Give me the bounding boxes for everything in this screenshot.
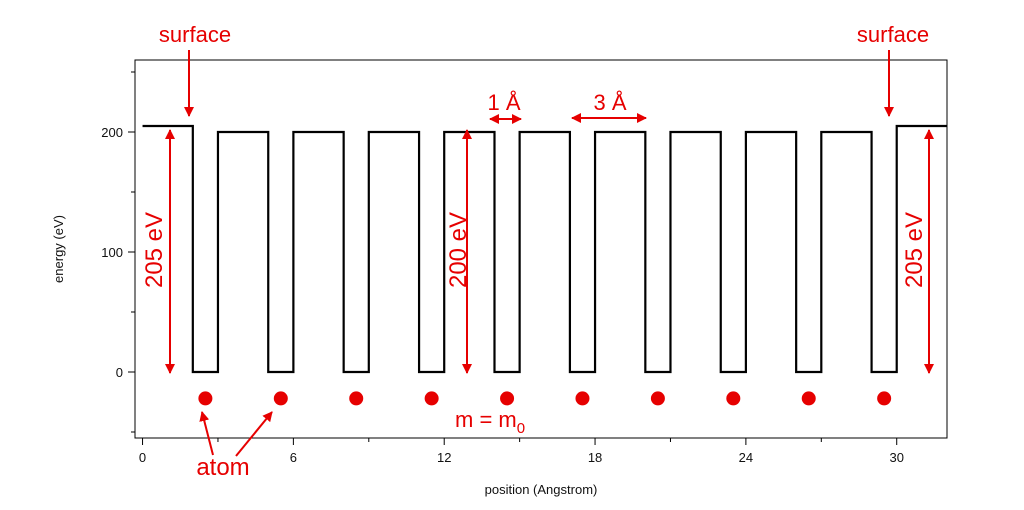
- plot-frame: [134, 59, 948, 439]
- atom-markers: [198, 391, 892, 406]
- left-barrier-label: 205 eV: [141, 212, 168, 288]
- three-angstrom-label: 3 Å: [593, 90, 626, 115]
- atom-marker: [650, 391, 665, 406]
- surface-label-right: surface: [857, 22, 929, 47]
- y-tick-label: 0: [116, 365, 123, 380]
- annotations: surface surface 1 Å 3 Å 205 eV 200 eV 20…: [141, 22, 934, 481]
- atom-marker: [349, 391, 364, 406]
- right-barrier-label: 205 eV: [901, 212, 928, 288]
- atom-marker: [801, 391, 816, 406]
- y-tick-label: 100: [101, 245, 123, 260]
- x-tick-label: 12: [437, 450, 451, 465]
- atom-marker: [877, 391, 892, 406]
- one-angstrom-label: 1 Å: [487, 90, 520, 115]
- x-axis-ticks: 0 6 12 18 24 30: [139, 438, 904, 465]
- x-tick-label: 6: [290, 450, 297, 465]
- atom-label: atom: [196, 454, 249, 481]
- y-axis-title: energy (eV): [51, 215, 66, 283]
- atom-marker: [726, 391, 741, 406]
- y-tick-label: 200: [101, 125, 123, 140]
- atom-marker: [198, 391, 213, 406]
- x-tick-label: 30: [889, 450, 903, 465]
- mass-label: m = m0: [455, 407, 525, 437]
- atom-arrow-2: [235, 411, 273, 457]
- surface-label-left: surface: [159, 22, 231, 47]
- x-tick-label: 0: [139, 450, 146, 465]
- mass-label-main: m = m: [455, 407, 517, 432]
- mass-label-subscript: 0: [517, 420, 525, 437]
- atom-arrow-1: [199, 411, 214, 456]
- y-axis-ticks: 0 100 200: [101, 71, 135, 433]
- atom-marker: [424, 391, 439, 406]
- x-axis-title: position (Angstrom): [485, 482, 598, 497]
- potential-line: [142, 124, 947, 374]
- atom-marker: [273, 391, 288, 406]
- x-tick-label: 18: [588, 450, 602, 465]
- atom-marker: [575, 391, 590, 406]
- atom-marker: [500, 391, 515, 406]
- middle-barrier-label: 200 eV: [445, 212, 472, 288]
- x-tick-label: 24: [739, 450, 753, 465]
